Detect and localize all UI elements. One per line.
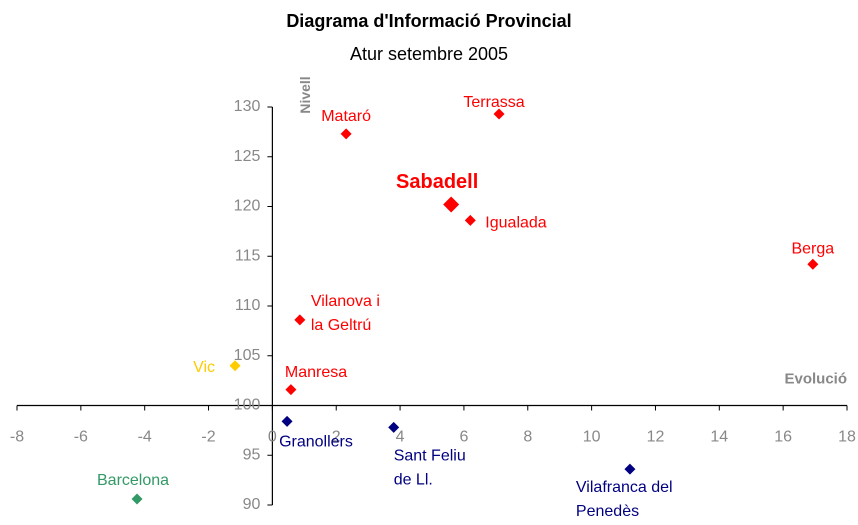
point-label: Igualada (485, 215, 546, 232)
point (281, 415, 293, 427)
x-tick-label: 14 (710, 429, 728, 446)
x-tick-label: 8 (523, 429, 532, 446)
y-tick-label: 105 (234, 347, 261, 364)
x-tick-label: 4 (396, 429, 405, 446)
chart-title: Diagrama d'Informació Provincial (286, 11, 571, 31)
point-label: Manresa (285, 364, 347, 381)
point (624, 463, 636, 475)
point-label: Barcelona (97, 472, 169, 489)
y-axis-label: Nivell (297, 76, 313, 113)
point (131, 493, 143, 505)
chart-subtitle: Atur setembre 2005 (350, 44, 508, 64)
x-tick-label: -2 (201, 429, 215, 446)
y-tick-label: 110 (235, 297, 261, 314)
x-tick-label: -4 (138, 429, 152, 446)
x-tick-label: 0 (268, 429, 277, 446)
point-label: Terrassa (463, 94, 524, 111)
point (340, 128, 352, 140)
y-tick-label: 115 (235, 247, 261, 264)
x-tick-label: 18 (838, 429, 856, 446)
y-tick-label: 120 (234, 198, 261, 215)
y-tick-label: 90 (243, 496, 261, 513)
point-label: Berga (791, 240, 834, 257)
y-tick-label: 125 (234, 148, 261, 165)
point (285, 384, 297, 396)
point (493, 108, 505, 120)
x-tick-label: -6 (74, 429, 88, 446)
point (464, 214, 476, 226)
point (294, 314, 306, 326)
point (807, 258, 819, 270)
point (229, 360, 241, 372)
x-tick-label: 10 (583, 429, 601, 446)
point-label: Sabadell (396, 171, 478, 193)
point-label: Vilanova i la Geltrú (311, 293, 380, 334)
x-tick-label: 6 (459, 429, 468, 446)
y-tick-label: 130 (234, 98, 261, 115)
x-tick-label: -8 (10, 429, 24, 446)
point-label: Vic (193, 359, 215, 376)
point (388, 421, 400, 433)
point-label: Sant Feliu de Ll. (394, 448, 466, 489)
x-tick-label: 12 (647, 429, 665, 446)
point-label: Mataró (321, 108, 371, 125)
x-axis-label: Evolució (784, 370, 847, 387)
x-tick-label: 2 (332, 429, 341, 446)
point (443, 196, 460, 213)
x-tick-label: 16 (774, 429, 792, 446)
y-tick-label: 95 (243, 446, 261, 463)
point-label: Vilafranca del Penedès (576, 479, 673, 520)
y-tick-label: 100 (234, 397, 261, 414)
point-label: Granollers (279, 434, 353, 451)
